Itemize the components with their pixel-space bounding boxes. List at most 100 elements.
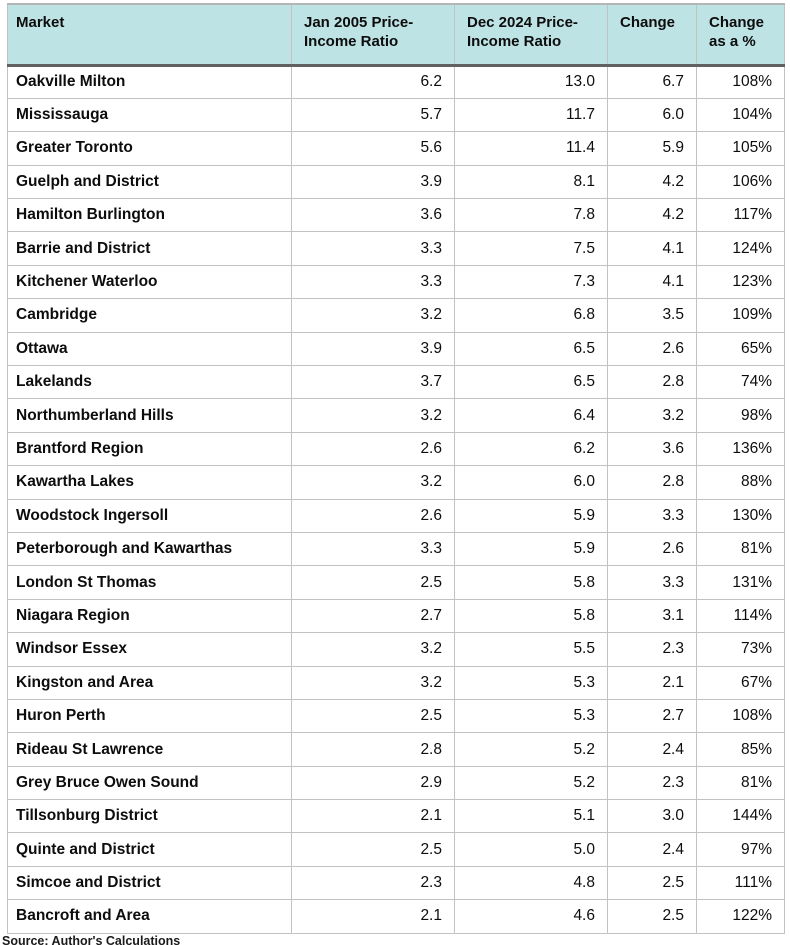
change-cell: 2.4	[607, 832, 697, 867]
change-cell: 3.6	[607, 431, 697, 467]
change-pct-cell: 108%	[696, 698, 785, 734]
dec-2024-ratio-cell: 4.8	[454, 865, 608, 901]
change-cell: 4.2	[607, 198, 697, 233]
change-pct-cell: 73%	[696, 632, 785, 667]
change-pct-cell: 105%	[696, 131, 785, 166]
market-cell: Kingston and Area	[7, 665, 292, 700]
change-cell: 6.0	[607, 97, 697, 133]
change-cell: 3.5	[607, 298, 697, 333]
dec-2024-ratio-cell: 6.5	[454, 331, 608, 367]
table-row: Peterborough and Kawarthas 3.3 5.9 2.6 8…	[7, 531, 785, 567]
dec-2024-ratio-cell: 5.1	[454, 799, 608, 834]
dec-2024-ratio-cell: 8.1	[454, 164, 608, 200]
change-cell: 5.9	[607, 131, 697, 166]
dec-2024-ratio-cell: 4.6	[454, 899, 608, 934]
market-cell: London St Thomas	[7, 565, 292, 600]
change-pct-cell: 117%	[696, 198, 785, 233]
jan-2005-ratio-cell: 5.7	[291, 97, 455, 133]
change-pct-cell: 114%	[696, 598, 785, 634]
table-row: Barrie and District 3.3 7.5 4.1 124%	[7, 231, 785, 266]
dec-2024-ratio-cell: 5.2	[454, 765, 608, 801]
dec-2024-ratio-cell: 6.0	[454, 465, 608, 500]
market-cell: Tillsonburg District	[7, 799, 292, 834]
change-pct-cell: 74%	[696, 365, 785, 400]
jan-2005-ratio-cell: 3.2	[291, 465, 455, 500]
jan-2005-ratio-cell: 3.2	[291, 298, 455, 333]
change-pct-cell: 104%	[696, 97, 785, 133]
column-header-change: Change	[607, 3, 697, 67]
market-cell: Lakelands	[7, 365, 292, 400]
table-row: Kitchener Waterloo 3.3 7.3 4.1 123%	[7, 264, 785, 300]
table-row: Ottawa 3.9 6.5 2.6 65%	[7, 331, 785, 367]
dec-2024-ratio-cell: 5.3	[454, 665, 608, 700]
jan-2005-ratio-cell: 3.6	[291, 198, 455, 233]
change-pct-cell: 108%	[696, 64, 785, 99]
market-cell: Quinte and District	[7, 832, 292, 867]
change-cell: 3.1	[607, 598, 697, 634]
market-cell: Niagara Region	[7, 598, 292, 634]
dec-2024-ratio-cell: 7.5	[454, 231, 608, 266]
dec-2024-ratio-cell: 6.8	[454, 298, 608, 333]
jan-2005-ratio-cell: 2.1	[291, 799, 455, 834]
table-body: Oakville Milton 6.2 13.0 6.7 108% Missis…	[7, 64, 785, 934]
price-income-ratio-table: Market Jan 2005 Price-Income Ratio Dec 2…	[7, 3, 785, 934]
market-cell: Bancroft and Area	[7, 899, 292, 934]
dec-2024-ratio-cell: 5.3	[454, 698, 608, 734]
table-row: Kingston and Area 3.2 5.3 2.1 67%	[7, 665, 785, 700]
change-cell: 2.6	[607, 331, 697, 367]
table-row: Lakelands 3.7 6.5 2.8 74%	[7, 365, 785, 400]
change-pct-cell: 111%	[696, 865, 785, 901]
change-cell: 2.4	[607, 732, 697, 767]
market-cell: Rideau St Lawrence	[7, 732, 292, 767]
table-header: Market Jan 2005 Price-Income Ratio Dec 2…	[7, 3, 785, 67]
jan-2005-ratio-cell: 2.6	[291, 498, 455, 533]
jan-2005-ratio-cell: 3.2	[291, 665, 455, 700]
market-cell: Brantford Region	[7, 431, 292, 467]
jan-2005-ratio-cell: 3.7	[291, 365, 455, 400]
change-pct-cell: 106%	[696, 164, 785, 200]
dec-2024-ratio-cell: 13.0	[454, 64, 608, 99]
change-pct-cell: 81%	[696, 765, 785, 801]
dec-2024-ratio-cell: 11.4	[454, 131, 608, 166]
jan-2005-ratio-cell: 2.7	[291, 598, 455, 634]
change-pct-cell: 136%	[696, 431, 785, 467]
dec-2024-ratio-cell: 6.5	[454, 365, 608, 400]
change-pct-cell: 144%	[696, 799, 785, 834]
dec-2024-ratio-cell: 5.9	[454, 498, 608, 533]
market-cell: Kawartha Lakes	[7, 465, 292, 500]
market-cell: Woodstock Ingersoll	[7, 498, 292, 533]
jan-2005-ratio-cell: 3.2	[291, 398, 455, 433]
change-pct-cell: 81%	[696, 531, 785, 567]
market-cell: Oakville Milton	[7, 64, 292, 99]
column-header-change-pct: Change as a %	[696, 3, 785, 67]
change-pct-cell: 109%	[696, 298, 785, 333]
dec-2024-ratio-cell: 5.8	[454, 565, 608, 600]
change-cell: 2.7	[607, 698, 697, 734]
change-cell: 2.6	[607, 531, 697, 567]
table-row: Quinte and District 2.5 5.0 2.4 97%	[7, 832, 785, 867]
table-row: Woodstock Ingersoll 2.6 5.9 3.3 130%	[7, 498, 785, 533]
jan-2005-ratio-cell: 5.6	[291, 131, 455, 166]
market-cell: Peterborough and Kawarthas	[7, 531, 292, 567]
jan-2005-ratio-cell: 2.5	[291, 565, 455, 600]
dec-2024-ratio-cell: 5.0	[454, 832, 608, 867]
table-row: Grey Bruce Owen Sound 2.9 5.2 2.3 81%	[7, 765, 785, 801]
change-pct-cell: 123%	[696, 264, 785, 300]
table-row: Guelph and District 3.9 8.1 4.2 106%	[7, 164, 785, 200]
jan-2005-ratio-cell: 2.8	[291, 732, 455, 767]
dec-2024-ratio-cell: 5.9	[454, 531, 608, 567]
change-cell: 4.1	[607, 264, 697, 300]
change-cell: 3.3	[607, 498, 697, 533]
change-cell: 2.5	[607, 865, 697, 901]
change-pct-cell: 85%	[696, 732, 785, 767]
dec-2024-ratio-cell: 5.8	[454, 598, 608, 634]
column-header-jan-2005-ratio: Jan 2005 Price-Income Ratio	[291, 3, 455, 67]
jan-2005-ratio-cell: 2.5	[291, 832, 455, 867]
market-cell: Barrie and District	[7, 231, 292, 266]
market-cell: Cambridge	[7, 298, 292, 333]
market-cell: Ottawa	[7, 331, 292, 367]
source-note: Source: Author's Calculations	[2, 934, 181, 945]
change-cell: 4.1	[607, 231, 697, 266]
table-row: Tillsonburg District 2.1 5.1 3.0 144%	[7, 799, 785, 834]
market-cell: Mississauga	[7, 97, 292, 133]
